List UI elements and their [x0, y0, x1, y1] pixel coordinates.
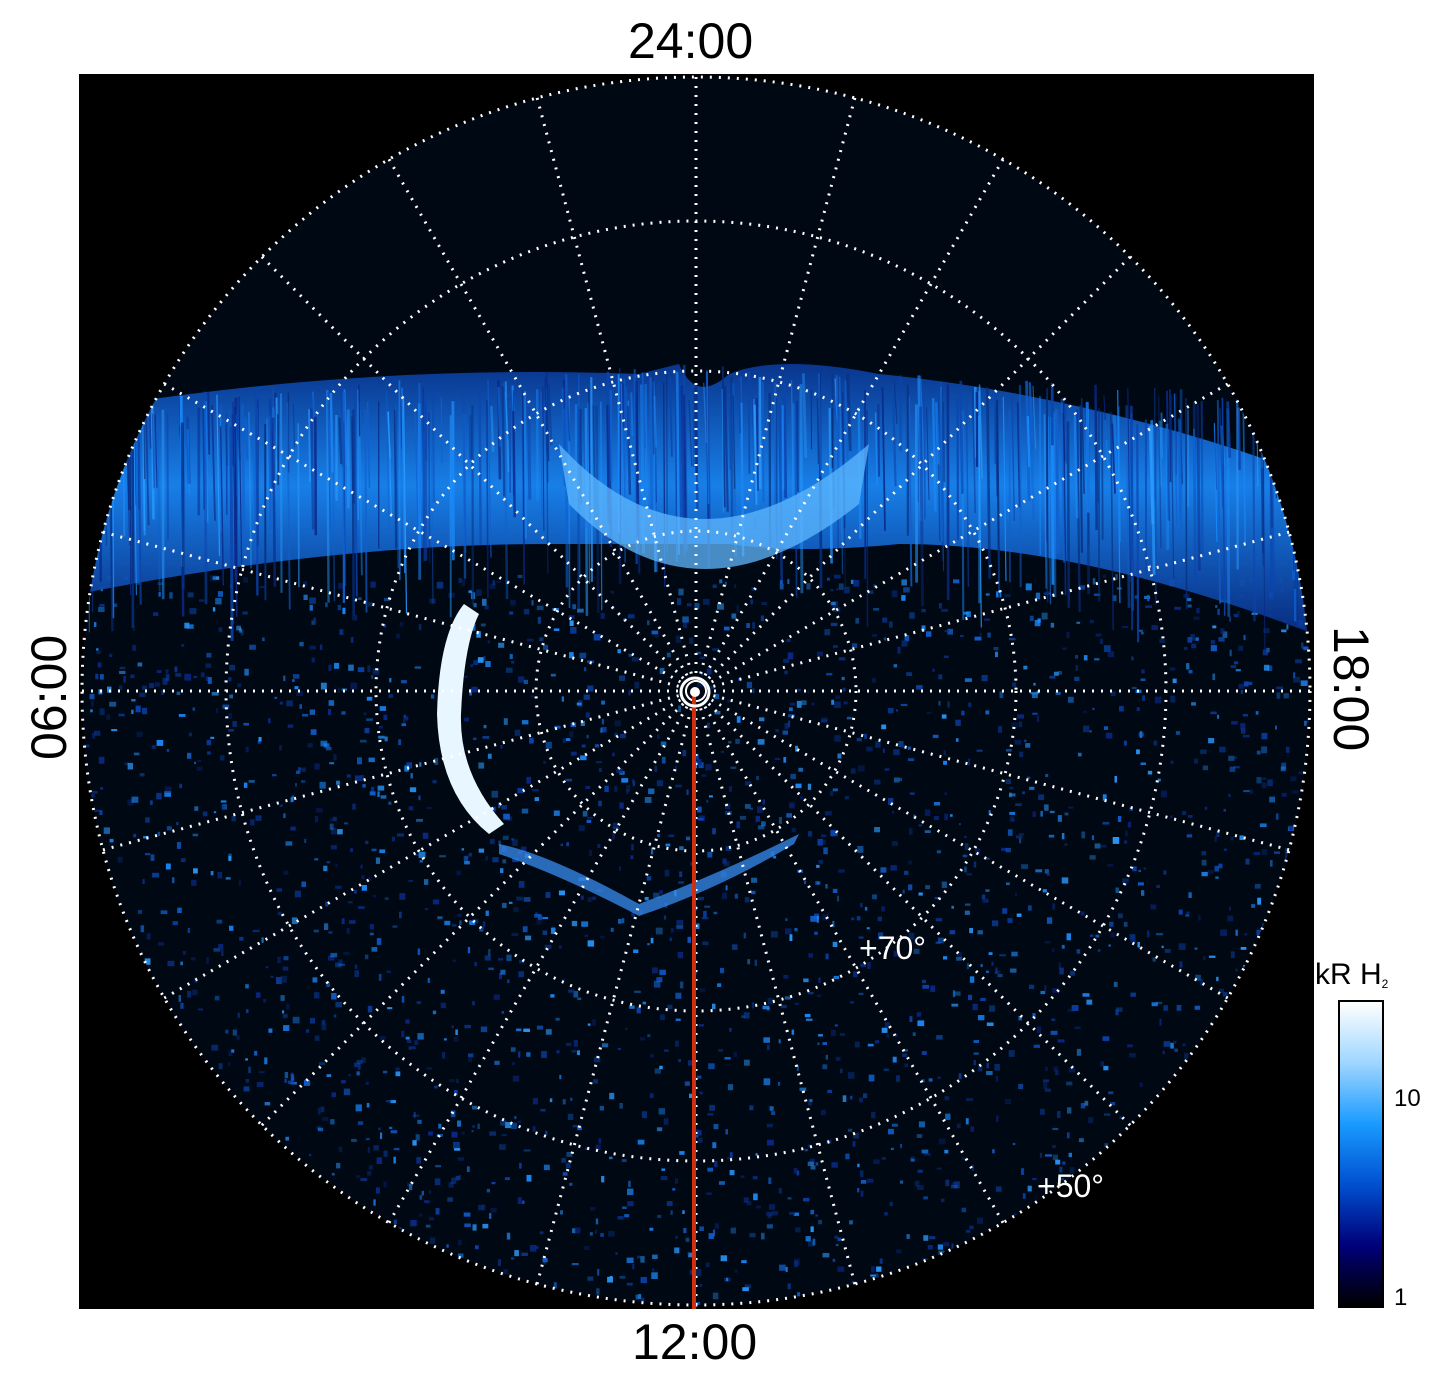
- local-time-label-right-container: 18:00: [1323, 626, 1390, 766]
- colorbar: [1338, 1000, 1384, 1308]
- latitude-label-70: +70°: [859, 930, 926, 966]
- colorbar-title-subscript: 2: [1381, 977, 1389, 991]
- pole-marker: [679, 676, 711, 708]
- colorbar-tick-1: 1: [1394, 1284, 1408, 1311]
- local-time-label-bottom: 12:00: [632, 1314, 758, 1370]
- polar-plot-svg: +70° +50°: [80, 75, 1312, 1309]
- polar-projection-image: +70° +50°: [79, 74, 1314, 1309]
- local-time-label-right: 18:00: [1323, 626, 1379, 752]
- latitude-label-50: +50°: [1037, 1168, 1104, 1204]
- local-time-label-top: 24:00: [628, 13, 754, 69]
- colorbar-title-text: kR H: [1315, 958, 1382, 991]
- faint-auroral-arc: [499, 834, 799, 916]
- local-time-label-left-container: 06:00: [20, 635, 80, 900]
- bright-auroral-feature: [437, 604, 504, 834]
- auroral-arc-center: [559, 444, 869, 569]
- local-time-label-left: 06:00: [21, 634, 77, 760]
- colorbar-tick-10: 10: [1394, 1085, 1421, 1112]
- colorbar-title: kR H2: [1315, 958, 1388, 992]
